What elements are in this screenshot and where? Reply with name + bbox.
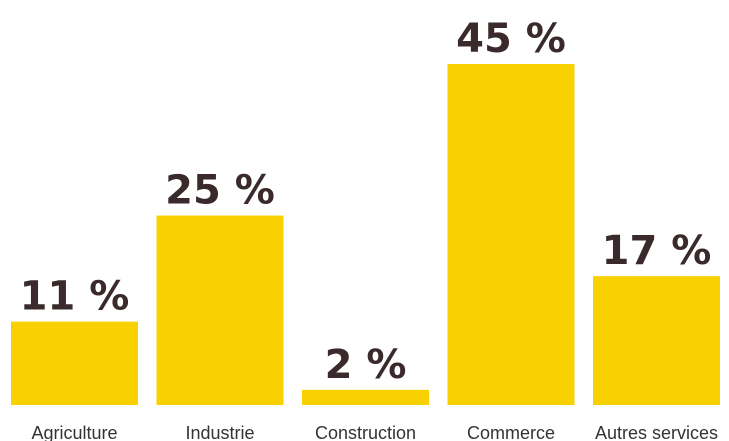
category-label: Industrie <box>185 423 254 441</box>
bar-construction <box>302 389 429 405</box>
category-label: Agriculture <box>31 423 117 441</box>
category-label: Autres services <box>595 423 718 441</box>
data-label: 11 % <box>20 274 130 320</box>
category-label: Commerce <box>467 423 555 441</box>
bar-commerce <box>447 64 575 405</box>
bar-agriculture <box>11 321 138 405</box>
data-labels: 11 % 25 % 2 % 45 % 17 % <box>20 16 712 388</box>
category-labels: Agriculture Industrie Construction Commerce… <box>31 423 718 441</box>
data-label: 2 % <box>325 342 407 388</box>
data-label: 17 % <box>602 228 712 274</box>
bar-industrie <box>156 215 284 405</box>
data-label: 45 % <box>456 16 566 62</box>
data-label: 25 % <box>165 168 275 214</box>
bar-autres-services <box>593 276 720 405</box>
category-label: Construction <box>315 423 416 441</box>
bars <box>11 64 720 405</box>
